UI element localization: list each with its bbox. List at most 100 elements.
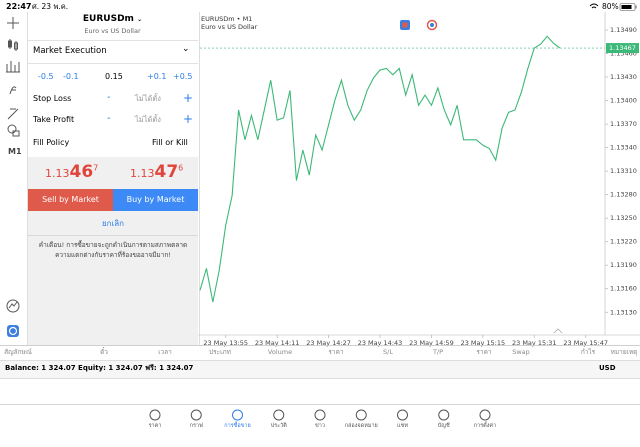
y-tick-label: 1.13340 [610, 144, 637, 152]
y-tick-label: 1.13160 [610, 285, 637, 293]
y-tick-label: 1.13220 [610, 238, 637, 246]
tab-icon [479, 409, 491, 421]
tab[interactable]: กราฟ [189, 423, 203, 429]
sell-button[interactable]: Sell by Market [28, 189, 113, 211]
last-price-label: 1.13467 [609, 44, 636, 52]
price-base: 1.13 [130, 167, 155, 180]
volume-step[interactable]: -0.5 [38, 72, 54, 81]
cancel-button[interactable]: ยกเลิก [101, 219, 124, 228]
chart-subtitle: Euro vs US Dollar [201, 23, 258, 31]
y-tick-label: 1.13250 [610, 214, 637, 222]
stop-loss-value[interactable]: ไม่ได้ตั้ง [135, 94, 161, 103]
x-tick-label: 23 May 14:59 [409, 339, 454, 347]
column-header: สัญลักษณ์ [4, 348, 32, 356]
tab[interactable]: การตั้งค่า [473, 423, 497, 429]
y-tick-label: 1.13130 [610, 308, 637, 316]
volume-step[interactable]: +0.5 [173, 72, 193, 81]
take-profit-label: Take Profit [33, 115, 75, 124]
status-time: 22:47 [6, 2, 32, 11]
tab-icon [314, 409, 326, 421]
y-tick-label: 1.13280 [610, 191, 637, 199]
tab[interactable]: กล่องจดหมาย [344, 423, 378, 429]
symbol-selector[interactable]: EURUSDm ⌄ [82, 14, 143, 24]
y-tick-label: 1.13490 [610, 26, 637, 34]
stop-loss-label: Stop Loss [33, 94, 72, 103]
status-date: ศ. 23 พ.ค. [32, 2, 69, 11]
y-tick-label: 1.13370 [610, 120, 637, 128]
tab[interactable]: ราคา [148, 423, 162, 429]
dropdown-chevron[interactable]: ⌄ [182, 44, 190, 54]
last-price-box [606, 43, 639, 54]
separator [0, 404, 640, 405]
x-tick-label: 23 May 14:11 [255, 339, 300, 347]
column-header: S/L [383, 348, 393, 356]
column-header: ราคา [328, 348, 344, 356]
chart-buttons[interactable] [398, 19, 443, 31]
symbol: EURUSDm [82, 14, 134, 24]
tab[interactable]: ประวัติ [270, 423, 287, 429]
take-profit-plus[interactable]: + [183, 112, 194, 126]
y-tick-label: 1.13310 [610, 167, 637, 175]
chart-title: EURUSDm • M1 [201, 15, 253, 23]
tab[interactable]: บัญชี [437, 423, 450, 429]
volume-step[interactable]: -0.1 [63, 72, 79, 81]
warning-line: คำเตือน! การซื้อขายจะถูกดำเนินการตามสภาพ… [38, 241, 188, 249]
tab[interactable]: การซื้อขาย [224, 423, 251, 429]
column-header: กำไร [580, 348, 596, 356]
volume[interactable]: 0.15 [105, 72, 123, 81]
ask-price: 1.13476 [130, 164, 183, 181]
left-toolbar[interactable] [0, 12, 27, 345]
separator [28, 40, 198, 41]
column-header: หมายเหตุ [610, 348, 638, 356]
buy-button[interactable]: Buy by Market [113, 189, 198, 211]
separator [28, 235, 198, 236]
take-profit-value[interactable]: ไม่ได้ตั้ง [135, 115, 161, 124]
stop-loss-plus[interactable]: + [183, 91, 194, 105]
tab[interactable]: แชท [397, 423, 408, 429]
order-panel [27, 12, 200, 345]
tab-icon [397, 409, 408, 421]
x-tick-label: 23 May 14:43 [358, 339, 403, 347]
tab[interactable]: ข่าว [315, 423, 325, 429]
execution-type[interactable]: Market Execution [33, 46, 107, 56]
price-base: 1.13 [45, 167, 70, 180]
fill-policy-label: Fill Policy [33, 138, 70, 147]
fill-policy-value[interactable]: Fill or Kill [152, 138, 188, 147]
tab-icon [232, 409, 243, 421]
separator [28, 63, 198, 64]
price-pips: 46 [69, 162, 94, 182]
stop-loss-minus[interactable]: - [107, 92, 111, 103]
symbol-description: Euro vs US Dollar [84, 27, 141, 35]
x-tick-label: 23 May 13:55 [203, 339, 248, 347]
column-header: Volume [267, 348, 293, 356]
tab-icon [149, 409, 161, 421]
price-point: 7 [93, 163, 99, 173]
x-tick-label: 23 May 15:31 [512, 339, 557, 347]
battery-level: 80% [602, 2, 619, 11]
separator [0, 345, 640, 346]
bid-price: 1.13467 [45, 164, 98, 181]
column-header: Swap [512, 348, 530, 356]
volume-step[interactable]: +0.1 [147, 72, 167, 81]
column-header: T/P [432, 348, 444, 356]
column-header: ประเภท [209, 348, 231, 356]
take-profit-minus[interactable]: - [107, 113, 111, 124]
price-pips: 47 [154, 162, 179, 182]
timeframe-button[interactable]: M1 [8, 147, 22, 156]
x-tick-label: 23 May 15:15 [461, 339, 506, 347]
column-header: ตั๋ว [100, 348, 108, 356]
account-summary: Balance: 1 324.07 Equity: 1 324.07 ฟรี: … [5, 364, 194, 372]
tab-icon [438, 409, 450, 421]
y-tick-label: 1.13400 [610, 97, 637, 105]
account-currency: USD [599, 364, 616, 372]
column-header: ราคา [476, 348, 492, 356]
column-header: เวลา [158, 348, 172, 356]
price-chart[interactable]: 1.13130 1.13160 1.13190 1.13220 1.13250 1.132… [198, 12, 640, 352]
tab-icons [149, 409, 491, 421]
status-icons [589, 3, 637, 11]
x-tick-label: 23 May 15:47 [563, 339, 608, 347]
balance-bar [0, 360, 640, 379]
tab-icon [355, 409, 367, 421]
